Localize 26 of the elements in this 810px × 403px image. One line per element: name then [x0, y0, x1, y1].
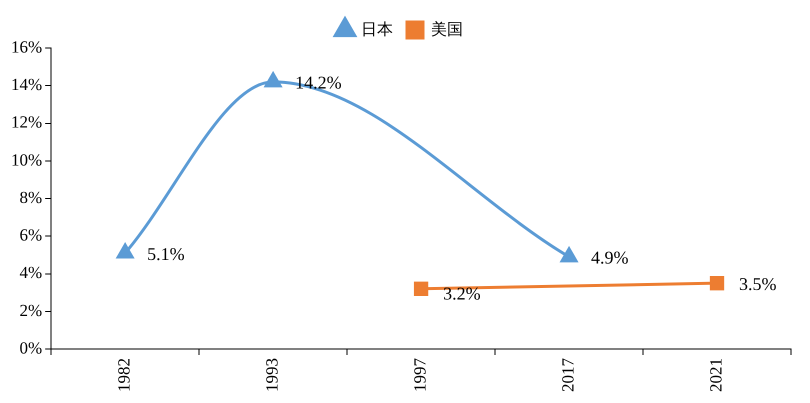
point	[414, 282, 428, 296]
x-tick-label: 1993	[262, 358, 282, 392]
y-tick-label: 10%	[10, 150, 42, 170]
data-label: 14.2%	[295, 72, 342, 93]
point	[710, 276, 724, 290]
y-tick-label: 8%	[19, 188, 42, 207]
legend-label: 美国	[431, 20, 463, 38]
y-tick-label: 2%	[19, 300, 42, 320]
point	[560, 247, 578, 262]
x-tick-label: 1982	[114, 358, 134, 392]
y-tick-label: 0%	[19, 338, 42, 358]
legend-label: 日本	[361, 20, 393, 38]
y-tick-label: 14%	[10, 75, 42, 94]
data-label: 3.2%	[443, 284, 481, 304]
data-label: 5.1%	[147, 244, 185, 264]
x-tick-label: 2021	[706, 358, 726, 392]
point	[264, 72, 282, 88]
y-tick-label: 4%	[19, 263, 42, 282]
y-tick-label: 12%	[10, 112, 42, 132]
point	[116, 244, 134, 259]
data-label: 3.5%	[739, 274, 777, 294]
y-tick-label: 16%	[10, 37, 42, 56]
x-tick-label: 1997	[410, 358, 430, 392]
data-label: 4.9%	[591, 248, 629, 268]
x-tick-label: 2017	[558, 358, 578, 392]
y-tick-label: 6%	[19, 226, 42, 245]
